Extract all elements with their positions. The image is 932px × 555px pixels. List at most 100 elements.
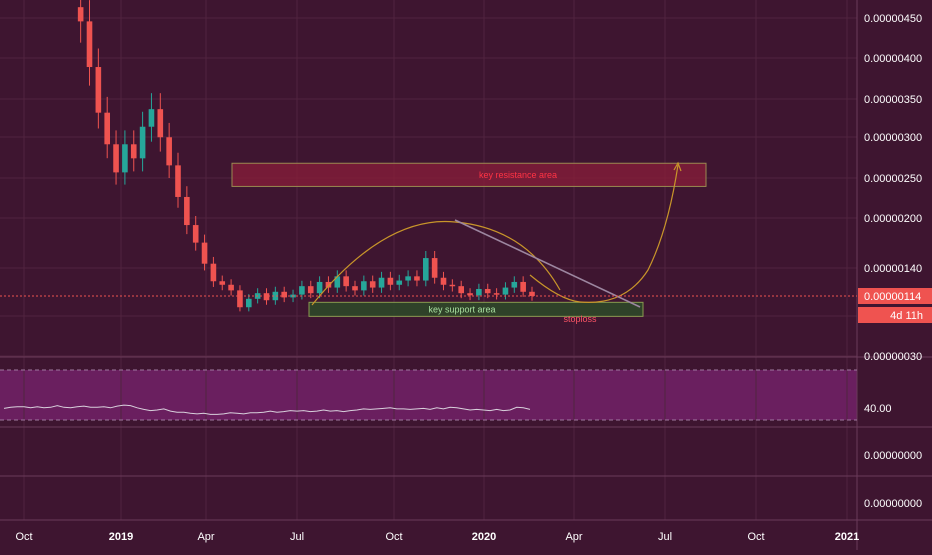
candle-body — [113, 144, 119, 173]
candle-down[interactable] — [369, 275, 376, 293]
candle-down[interactable] — [467, 288, 473, 301]
candle-down[interactable] — [440, 271, 447, 291]
candle-body — [458, 286, 464, 294]
countdown-tag — [858, 307, 932, 323]
candle-body — [316, 281, 323, 294]
candle-down[interactable] — [184, 186, 190, 235]
candle-down[interactable] — [104, 96, 110, 159]
price-tick-label: 0.00000140 — [864, 263, 922, 275]
candle-down[interactable] — [484, 283, 491, 299]
resistance-zone[interactable] — [231, 162, 707, 187]
candle-down[interactable] — [387, 271, 394, 291]
candle-down[interactable] — [166, 122, 172, 178]
candle-down[interactable] — [520, 276, 526, 297]
candle-body — [440, 277, 447, 285]
candle-down[interactable] — [210, 256, 217, 287]
time-tick-label: Oct — [747, 531, 764, 543]
candle-up[interactable] — [139, 111, 146, 172]
candle-up[interactable] — [396, 274, 403, 291]
candle-down[interactable] — [352, 280, 358, 296]
candle-down[interactable] — [201, 234, 208, 271]
candle-body — [299, 286, 305, 295]
candle-up[interactable] — [476, 283, 482, 301]
candle-up[interactable] — [316, 276, 323, 299]
candle-body — [502, 287, 509, 295]
candle-down[interactable] — [95, 48, 102, 129]
candle-down[interactable] — [307, 280, 314, 299]
candle-body — [476, 288, 482, 296]
price-tick-label: 0.00000400 — [864, 53, 922, 65]
candle-down[interactable] — [263, 288, 270, 305]
candle-up[interactable] — [511, 276, 518, 293]
candle-up[interactable] — [272, 286, 279, 305]
candle-body — [201, 242, 208, 264]
stoploss-label: stoploss — [563, 314, 597, 324]
candle-body — [272, 291, 279, 301]
time-tick-label: Apr — [197, 531, 214, 543]
candle-up[interactable] — [334, 270, 341, 293]
candle-body — [77, 7, 84, 22]
candle-body — [484, 288, 491, 294]
candle-body — [511, 281, 518, 288]
candle-body — [493, 293, 500, 295]
price-tick-label: 0.00000250 — [864, 173, 922, 185]
cup-arc[interactable] — [311, 220, 561, 306]
candle-up[interactable] — [148, 93, 155, 142]
candle-down[interactable] — [77, 0, 84, 43]
candle-down[interactable] — [219, 275, 226, 291]
candle-down[interactable] — [325, 276, 332, 293]
candle-down[interactable] — [343, 270, 349, 292]
candle-body — [520, 281, 526, 292]
candle-down[interactable] — [130, 130, 137, 172]
candle-down[interactable] — [458, 280, 464, 299]
candle-down[interactable] — [449, 279, 456, 292]
time-tick-label: Oct — [385, 531, 402, 543]
candle-up[interactable] — [502, 282, 509, 300]
candle-down[interactable] — [529, 286, 535, 301]
candle-down[interactable] — [113, 130, 119, 185]
candle-body — [396, 280, 403, 285]
candle-up[interactable] — [405, 270, 411, 287]
candles-layer — [77, 0, 535, 312]
time-tick-label: 2021 — [835, 531, 859, 543]
candle-down[interactable] — [157, 93, 164, 152]
candle-up[interactable] — [361, 275, 367, 296]
candle-body — [210, 263, 217, 282]
candle-down[interactable] — [192, 215, 199, 251]
candle-body — [263, 293, 270, 301]
candle-up[interactable] — [423, 250, 429, 287]
candle-body — [343, 276, 349, 287]
candle-up[interactable] — [122, 130, 128, 185]
candle-down[interactable] — [86, 0, 93, 86]
candle-body — [139, 126, 146, 159]
candle-body — [192, 225, 199, 243]
candle-body — [414, 276, 420, 281]
time-tick-label: 2020 — [472, 531, 496, 543]
candle-body — [175, 165, 181, 197]
candle-down[interactable] — [414, 270, 420, 287]
candle-up[interactable] — [246, 294, 252, 312]
candle-down[interactable] — [281, 286, 287, 303]
candle-down[interactable] — [493, 288, 500, 300]
rsi-band — [0, 370, 857, 420]
last-price-value: 0.00000114 — [864, 291, 921, 303]
candle-body — [467, 293, 473, 296]
rsi-line[interactable] — [3, 404, 531, 415]
time-tick-label: 2019 — [109, 531, 133, 543]
candle-body — [361, 281, 367, 291]
candle-down[interactable] — [237, 285, 243, 312]
candle-body — [130, 144, 137, 159]
candle-down[interactable] — [431, 250, 438, 284]
candle-up[interactable] — [378, 271, 385, 293]
support-zone[interactable] — [308, 301, 644, 317]
trendline[interactable] — [454, 219, 641, 308]
candle-body — [166, 137, 172, 166]
projection-curve[interactable] — [529, 164, 679, 303]
candle-body — [423, 258, 429, 281]
candle-body — [86, 21, 93, 68]
candle-down[interactable] — [175, 152, 181, 208]
candle-down[interactable] — [228, 279, 234, 296]
candle-body — [122, 144, 128, 173]
